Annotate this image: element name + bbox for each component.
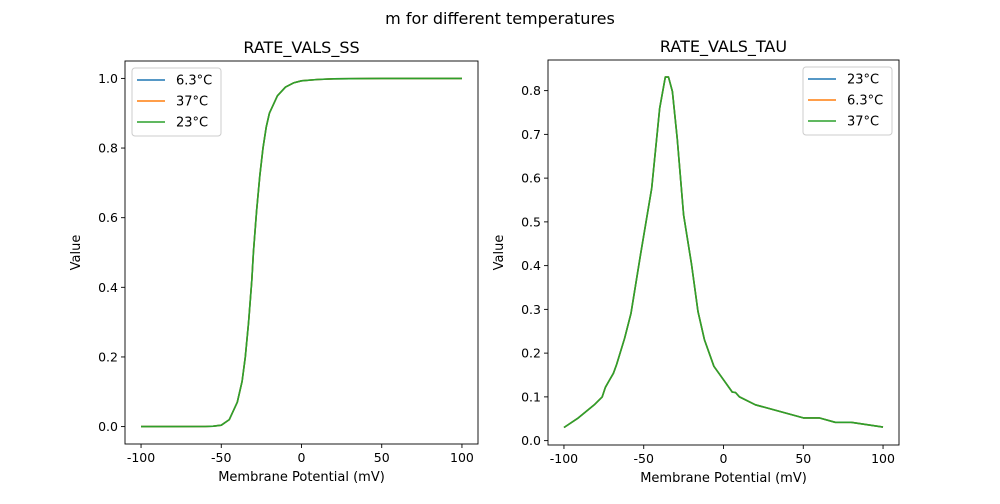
axes-frame	[124, 60, 479, 445]
chart-tau: RATE_VALS_TAU -100 -50 0 50 100 0.0 0.1 0.2 0.3 0.…	[492, 37, 900, 486]
y-axis-label: Value	[69, 235, 84, 271]
legend-box	[131, 67, 222, 137]
y-tick-label: 0.3	[521, 302, 541, 317]
y-tick-label: 0.2	[98, 349, 118, 364]
y-tick-label: 0.8	[521, 83, 541, 98]
x-tick-label: 100	[871, 451, 895, 466]
figure-title: m for different temperatures	[385, 9, 615, 28]
y-tick-label: 0.4	[98, 280, 118, 295]
y-tick-label: 0.0	[521, 433, 541, 448]
y-tick-label: 0.4	[521, 258, 541, 273]
x-tick-label: 50	[374, 450, 390, 465]
x-axis-label: Membrane Potential (mV)	[640, 471, 807, 486]
legend-label: 23°C	[176, 116, 208, 131]
series-line-2	[563, 76, 884, 429]
y-tick-label: 0.6	[521, 171, 541, 186]
y-tick-label: 1.0	[98, 71, 118, 86]
series-line-2	[141, 77, 462, 428]
chart-title: RATE_VALS_SS	[243, 38, 359, 58]
legend-box	[802, 66, 893, 136]
legend-label: 6.3°C	[176, 74, 212, 89]
y-tick-label: 0.5	[521, 214, 541, 229]
y-tick-label: 0.1	[521, 389, 541, 404]
x-tick-label: -100	[550, 451, 578, 466]
axes-frame	[547, 59, 900, 446]
legend-label: 23°C	[847, 73, 879, 88]
x-axis-label: Membrane Potential (mV)	[218, 470, 385, 485]
y-tick-label: 0.7	[521, 127, 541, 142]
legend: 23°C 6.3°C 37°C	[802, 66, 893, 136]
legend-label: 37°C	[176, 95, 208, 110]
y-tick-label: 0.2	[521, 346, 541, 361]
y-tick-label: 0.6	[98, 210, 118, 225]
x-tick-label: -50	[634, 451, 654, 466]
y-tick-label: 0.8	[98, 141, 118, 156]
chart-ss: RATE_VALS_SS -100 -50 0 50 100 0.0 0.2 0.4 0.6 0.8…	[69, 38, 479, 485]
legend-label: 37°C	[847, 115, 879, 130]
x-tick-label: 100	[450, 450, 474, 465]
legend: 6.3°C 37°C 23°C	[131, 67, 222, 137]
x-tick-label: 0	[298, 450, 306, 465]
x-tick-label: -50	[211, 450, 231, 465]
chart-title: RATE_VALS_TAU	[660, 37, 787, 57]
y-tick-label: 0.0	[98, 419, 118, 434]
legend-label: 6.3°C	[847, 94, 883, 109]
x-tick-label: -100	[127, 450, 155, 465]
y-axis-label: Value	[492, 235, 507, 271]
x-tick-label: 0	[720, 451, 728, 466]
x-tick-label: 50	[795, 451, 811, 466]
